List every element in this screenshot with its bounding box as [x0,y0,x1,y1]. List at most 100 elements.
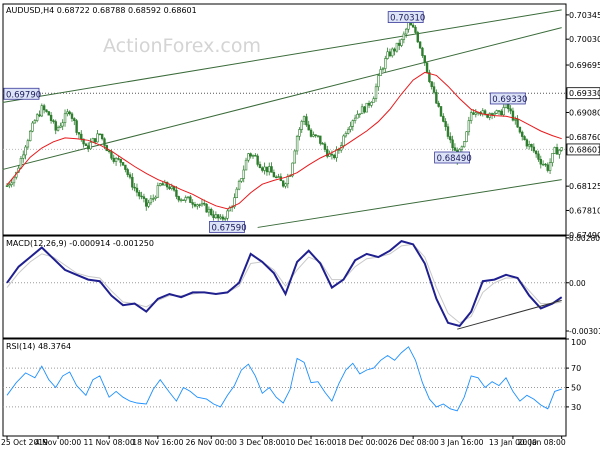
candle-body [463,141,466,148]
candle-body [22,154,25,159]
candle-body [381,68,385,70]
candle-body [430,81,433,87]
candle-body [247,153,250,161]
candle-body [302,116,306,122]
candle-body [214,214,218,219]
candle-body [546,164,549,171]
candle-body [121,162,125,166]
moving-average-line [6,71,562,210]
time-axis-label: 20 Jan 08:00 [518,438,566,447]
candle-body [42,105,46,111]
candle-body [386,51,389,59]
candle-body [242,169,245,179]
candle-body [460,146,464,150]
candle-body [219,216,222,219]
price-y-tick-label: 0.70030 [569,35,600,44]
candle-body [221,216,225,220]
candle-body [263,166,266,171]
time-axis-label: 4 Nov 00:00 [35,438,82,447]
rsi-y-tick-label: 70 [571,364,581,373]
time-axis-label: 3 Dec 08:00 [239,438,285,447]
watermark: ActionForex.com [103,35,261,57]
time-axis-label: 25 Oct 2019 [1,438,48,447]
macd-y-tick-label: -0.003012 [569,327,600,336]
candle-body [193,204,197,207]
time-axis-label: 18 Nov 16:00 [132,438,183,447]
candle-body [138,191,141,197]
candle-body [84,143,88,146]
candle-body [186,196,190,198]
price-label: 0.68490 [437,154,472,164]
candle-body [19,158,23,169]
price-label: 0.67590 [211,223,246,233]
rsi-y-tick-label: 50 [571,384,581,393]
candle-body [251,155,255,157]
candle-body [442,115,445,122]
candle-body [532,146,536,152]
rsi-panel: RSI(14) 48.3764 100 70 50 30 [2,338,586,437]
candle-body [70,113,74,119]
candle-body [530,144,533,148]
price-label: 0.70310 [390,14,425,24]
price-panel-frame [2,3,567,236]
candle-body [124,164,127,170]
rsi-y-tick-label: 30 [571,403,581,412]
candle-body [360,106,364,115]
candle-body [154,196,157,199]
candle-body [319,135,322,144]
candle-body [432,86,436,93]
candle-body [393,48,396,52]
candle-body [75,120,78,133]
candle-body [284,183,287,187]
candle-body [235,188,238,199]
candle-body [465,131,468,142]
candle-body [437,102,440,107]
candle-body [73,118,76,121]
candle-body [553,147,556,154]
candle-body [490,113,494,116]
price-panel: ActionForex.com 0.69790 0.70310 0.69330 0.68… [2,3,600,240]
candle-body [237,180,241,190]
candle-body [534,150,538,155]
candle-body [446,126,450,137]
candle-body [54,121,57,131]
candle-body [35,114,39,121]
candle-body [158,183,162,186]
candle-body [400,39,403,46]
price-label: 0.69330 [492,95,527,105]
time-axis-label: 26 Nov 00:00 [186,438,237,447]
candle-body [147,202,150,207]
candle-body [212,214,215,219]
candle-body [8,184,11,187]
candle-body [140,195,143,198]
candle-body [117,158,120,160]
candle-body [80,133,83,140]
candle-body [342,135,345,146]
candle-body [107,150,111,152]
candle-body [152,198,155,200]
candle-body [149,198,153,204]
price-label-box [209,221,245,233]
candle-body [63,113,67,124]
price-y-tick-label: 0.67490 [569,231,600,240]
candle-body [305,116,308,126]
candle-body [112,157,115,162]
candle-body [414,26,417,33]
candle-body [142,196,146,199]
candle-body [500,110,503,116]
candle-body [351,120,355,127]
candle-body [226,210,229,219]
candle-body [544,163,547,166]
channel-lower-line [257,179,562,228]
candle-body [558,149,561,155]
candle-body [353,117,357,121]
candle-body [24,146,27,156]
candle-body [518,126,522,133]
candle-body [493,113,496,116]
candle-body [330,153,334,156]
candle-body [56,127,60,131]
price-label: 0.69790 [6,90,41,100]
price-y-tick-label: 0.70345 [569,11,600,20]
candle-body [233,197,236,208]
candle-body [474,112,478,115]
